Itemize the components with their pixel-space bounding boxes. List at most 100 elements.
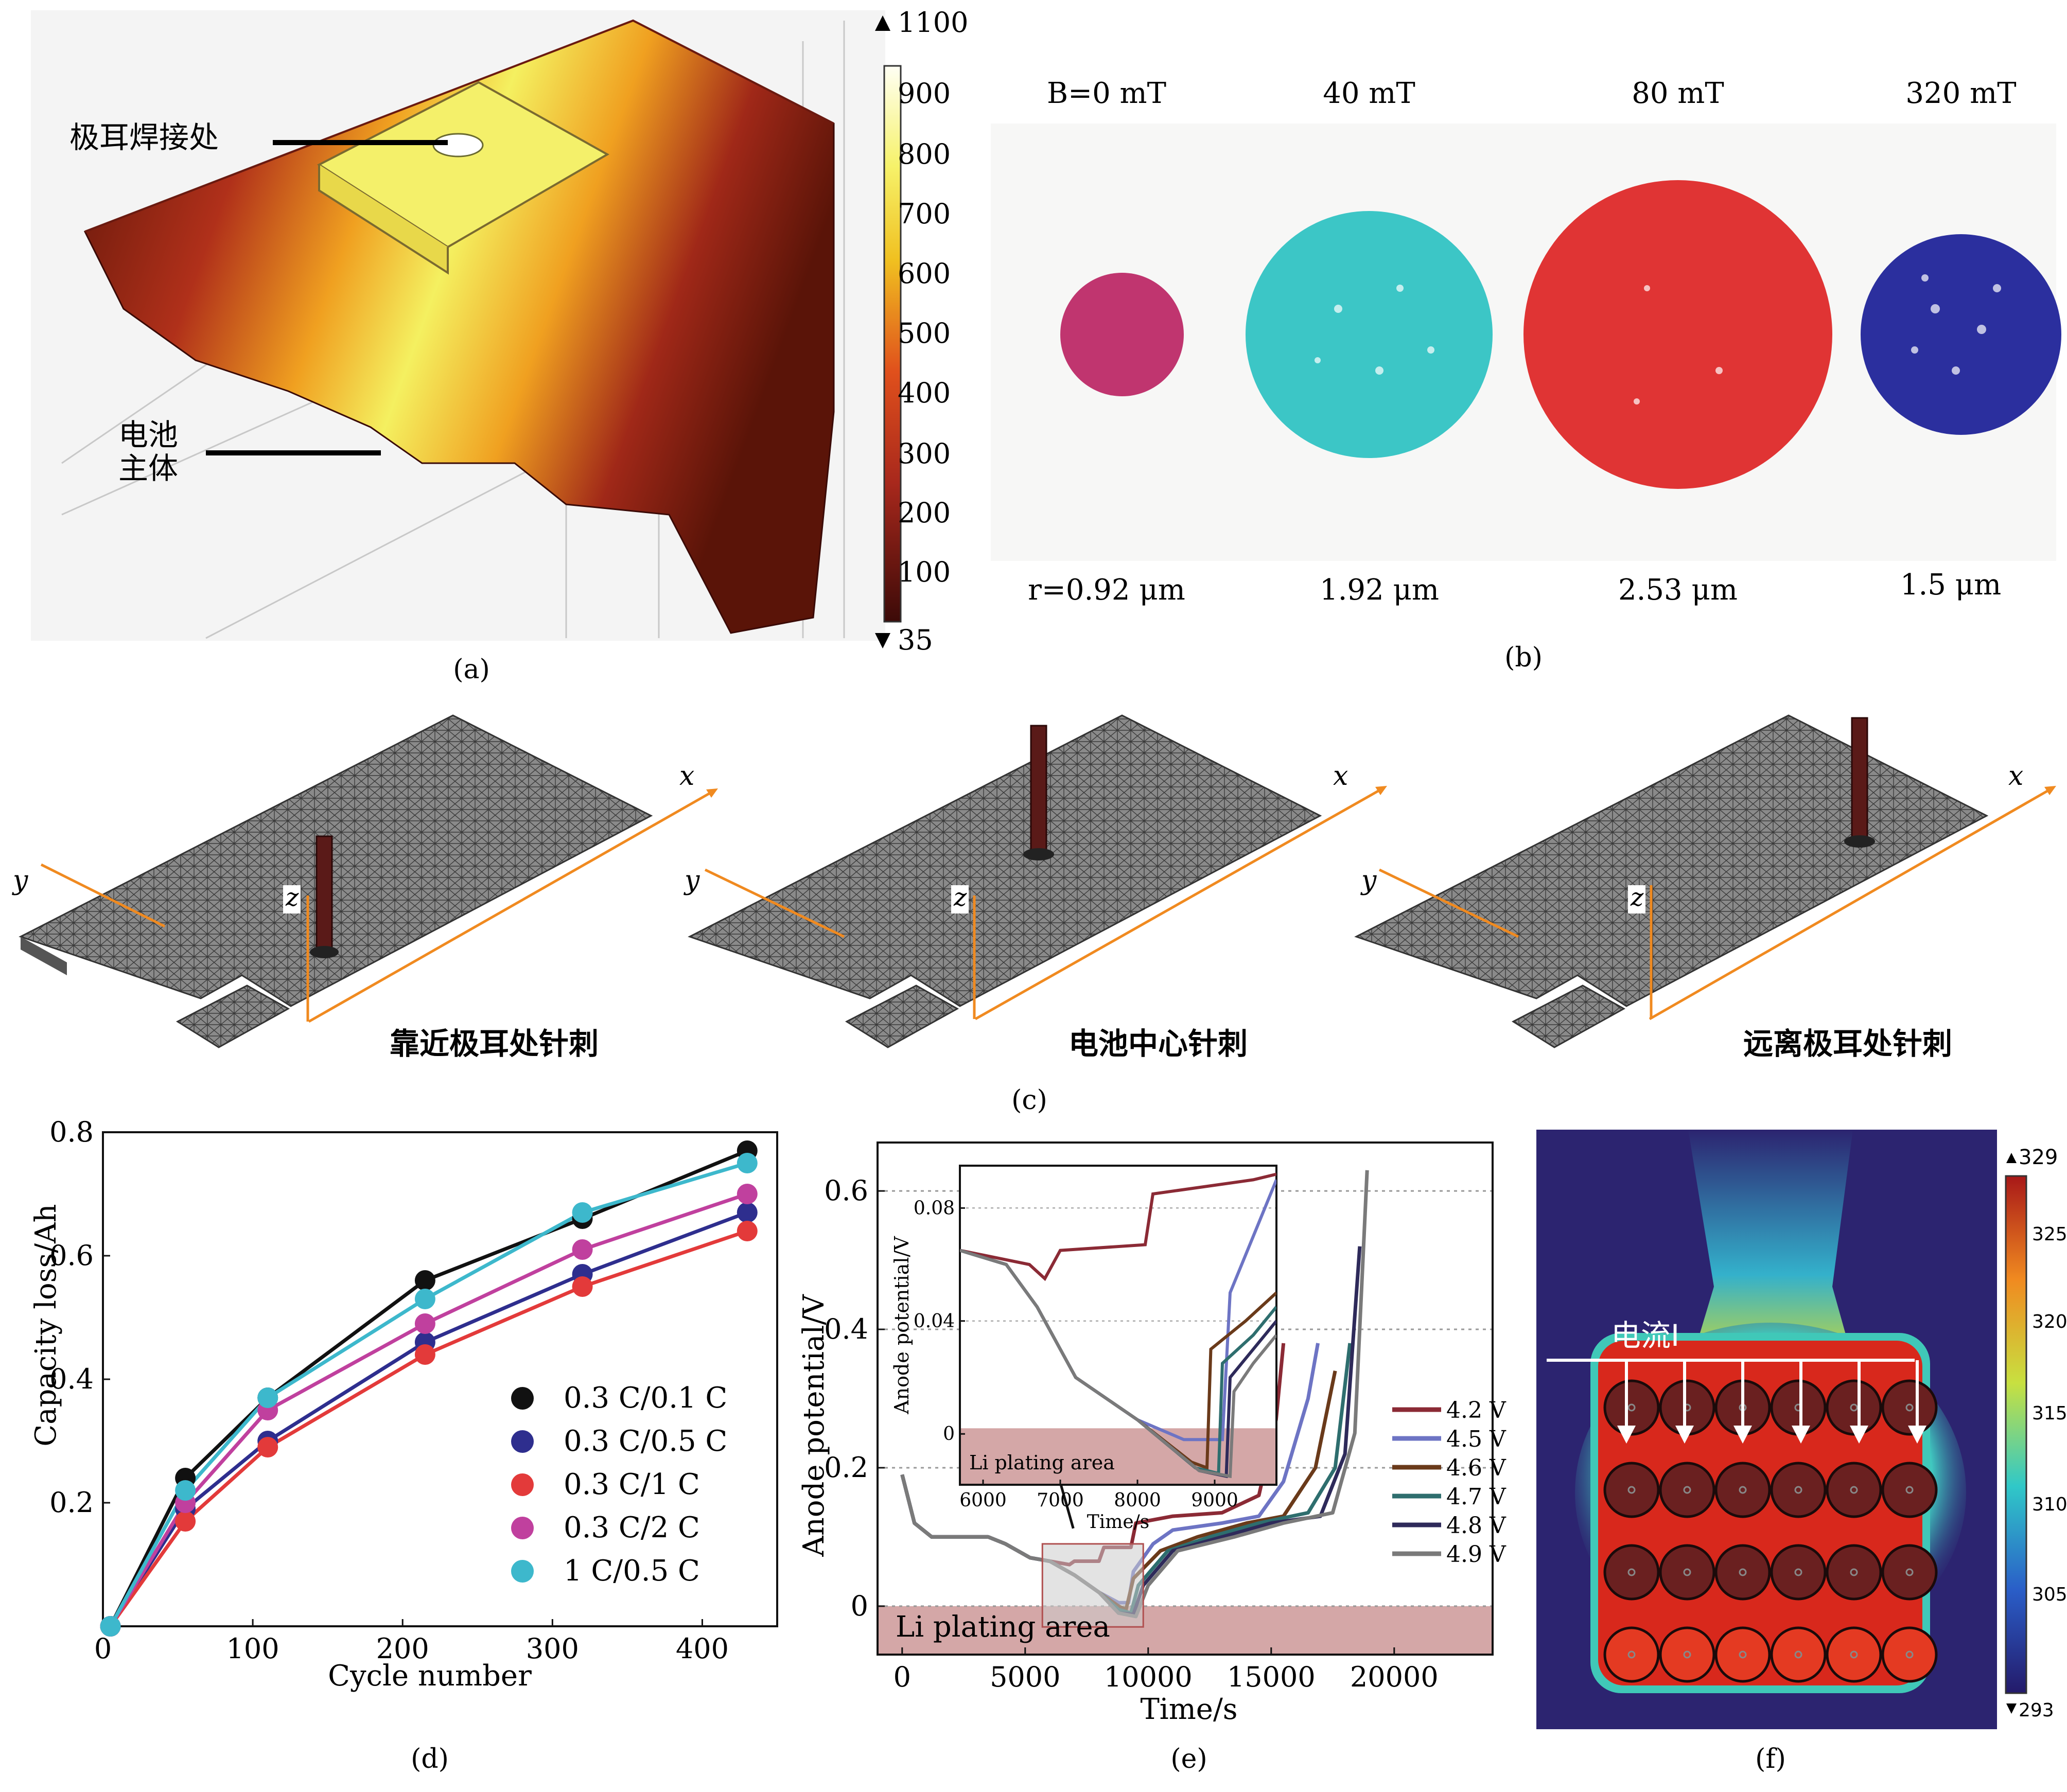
data-point bbox=[257, 1437, 278, 1457]
battery-cell bbox=[1770, 1626, 1827, 1683]
mesh-model-far-tab: x y z 远离极耳处针刺 bbox=[1354, 714, 2056, 1061]
battery-cell bbox=[1881, 1626, 1938, 1683]
caption-f: (f) bbox=[1755, 1744, 1786, 1775]
deposit-cluster-80mT bbox=[1523, 180, 1832, 489]
legend-label: 4.6 V bbox=[1446, 1455, 1507, 1481]
y-axis-line bbox=[1378, 868, 1519, 938]
mesh-plate bbox=[688, 714, 1322, 1007]
y-tick-label: 0.4 bbox=[49, 1363, 94, 1395]
data-point bbox=[414, 1313, 435, 1334]
inset-y-tick-label: 0.08 bbox=[914, 1198, 955, 1219]
chart-d-xlabel: Cycle number bbox=[328, 1659, 532, 1693]
field-label: 320 mT bbox=[1905, 77, 2016, 110]
nail bbox=[316, 835, 333, 953]
tab-weld-label: 极耳焊接处 bbox=[69, 120, 219, 155]
x-tick-label: 0 bbox=[94, 1632, 112, 1665]
panel-b: B=0 mT 40 mT 80 mT 320 mT r=0.92 μm 1.92… bbox=[991, 77, 2061, 673]
field-label: 40 mT bbox=[1323, 77, 1415, 110]
battery-cell-core bbox=[1794, 1486, 1802, 1494]
data-point bbox=[414, 1270, 435, 1291]
legend-label: 4.9 V bbox=[1446, 1541, 1507, 1568]
battery-cell-core bbox=[1627, 1403, 1636, 1412]
battery-cell-core bbox=[1683, 1568, 1691, 1576]
colorbar-a-min: 35 bbox=[898, 624, 933, 656]
colorbar-a-max: 1100 bbox=[898, 6, 968, 39]
nail bbox=[1030, 725, 1047, 855]
legend-label: 4.7 V bbox=[1446, 1484, 1507, 1510]
battery-cell bbox=[1603, 1379, 1660, 1436]
tab-weld-block bbox=[317, 81, 610, 249]
data-point bbox=[572, 1239, 593, 1260]
chart-d-frame bbox=[102, 1131, 778, 1627]
chart-e-region-label: Li plating area bbox=[896, 1610, 1110, 1644]
battery-cell bbox=[1603, 1544, 1660, 1601]
current-arrows bbox=[1617, 1360, 1926, 1444]
battery-cell bbox=[1714, 1626, 1771, 1683]
colorbar-a-tick: 500 bbox=[898, 317, 951, 349]
legend-marker bbox=[511, 1517, 534, 1539]
battery-cell-core bbox=[1850, 1486, 1858, 1494]
colorbar-a: 1100 900 800 700 600 500 400 300 200 100… bbox=[875, 6, 968, 656]
fit-curve bbox=[109, 1161, 748, 1627]
current-arrow-head bbox=[1617, 1426, 1636, 1444]
mesh-tab bbox=[1511, 985, 1626, 1048]
chart-e-axes: 0 5000 10000 15000 20000 0 0.2 0.4 0.6 bbox=[824, 1141, 1494, 1693]
mesh-plate-edge bbox=[21, 937, 67, 975]
battery-cell-core bbox=[1905, 1650, 1914, 1659]
battery-cell bbox=[1770, 1544, 1827, 1601]
battery-cell-core bbox=[1794, 1568, 1802, 1576]
colorbar-a-tick: 300 bbox=[898, 437, 951, 470]
y-tick-label: 0.8 bbox=[49, 1116, 94, 1148]
colorbar-a-tick: 400 bbox=[898, 377, 951, 409]
battery-cell-core bbox=[1794, 1650, 1802, 1659]
battery-cell bbox=[1603, 1626, 1660, 1683]
caption-b: (b) bbox=[1504, 642, 1543, 673]
panel-a: 极耳焊接处 电池 主体 1100 900 800 700 600 500 400… bbox=[31, 6, 968, 685]
radius-label: 1.5 μm bbox=[1900, 568, 2001, 602]
legend-marker bbox=[511, 1473, 534, 1496]
battery-cell bbox=[1603, 1462, 1660, 1518]
battery-cell-core bbox=[1627, 1650, 1636, 1659]
legend-label: 1 C/0.5 C bbox=[564, 1554, 700, 1588]
x-tick-label: 0 bbox=[894, 1661, 911, 1693]
legend-label: 4.8 V bbox=[1446, 1513, 1507, 1539]
data-point bbox=[175, 1511, 196, 1532]
battery-cell bbox=[1881, 1544, 1938, 1601]
battery-cell-core bbox=[1739, 1486, 1747, 1494]
x-tick-label: 20000 bbox=[1350, 1661, 1439, 1693]
colorbar-f-min: 293 bbox=[2019, 1700, 2054, 1721]
data-point bbox=[175, 1480, 196, 1501]
battery-heat-surface bbox=[83, 20, 835, 634]
battery-cell-core bbox=[1683, 1650, 1691, 1659]
z-label-box bbox=[283, 885, 301, 913]
inset-region-label: Li plating area bbox=[969, 1451, 1115, 1474]
field-label: 80 mT bbox=[1632, 77, 1724, 110]
x-tick-label: 10000 bbox=[1104, 1661, 1193, 1693]
chart-e: 0 5000 10000 15000 20000 0 0.2 0.4 0.6 4.2 V4.5 … bbox=[797, 1141, 1507, 1775]
inset-series-line bbox=[960, 1172, 1276, 1281]
nail bbox=[1851, 717, 1868, 842]
battery-cell-core bbox=[1905, 1486, 1914, 1494]
data-point bbox=[414, 1289, 435, 1309]
puncture-label: 电池中心针刺 bbox=[1068, 1026, 1248, 1061]
chart-e-frame bbox=[877, 1141, 1494, 1656]
chart-d-legend: 0.3 C/0.1 C 0.3 C/0.5 C 0.3 C/1 C 0.3 C/2 C… bbox=[511, 1381, 727, 1588]
data-point bbox=[737, 1153, 758, 1173]
y-tick-label: 0.6 bbox=[49, 1239, 94, 1272]
z-label-box bbox=[951, 885, 969, 913]
legend-marker bbox=[511, 1560, 534, 1583]
data-point bbox=[414, 1344, 435, 1365]
legend-label: 4.5 V bbox=[1446, 1426, 1507, 1452]
inset-xlabel: Time/s bbox=[1087, 1512, 1150, 1533]
legend-label: 0.3 C/1 C bbox=[564, 1468, 700, 1501]
battery-cell-core bbox=[1905, 1403, 1914, 1412]
fit-curve bbox=[109, 1210, 748, 1627]
fit-curve bbox=[109, 1229, 748, 1628]
y-tick-label: 0.2 bbox=[824, 1451, 868, 1484]
chart-e-lines bbox=[900, 1170, 1369, 1628]
battery-cell bbox=[1826, 1544, 1882, 1601]
field-label: B=0 mT bbox=[1047, 77, 1166, 110]
battery-cell bbox=[1714, 1544, 1771, 1601]
inset-lines bbox=[960, 1172, 1276, 1479]
colorbar-a-tick: 100 bbox=[898, 556, 951, 588]
